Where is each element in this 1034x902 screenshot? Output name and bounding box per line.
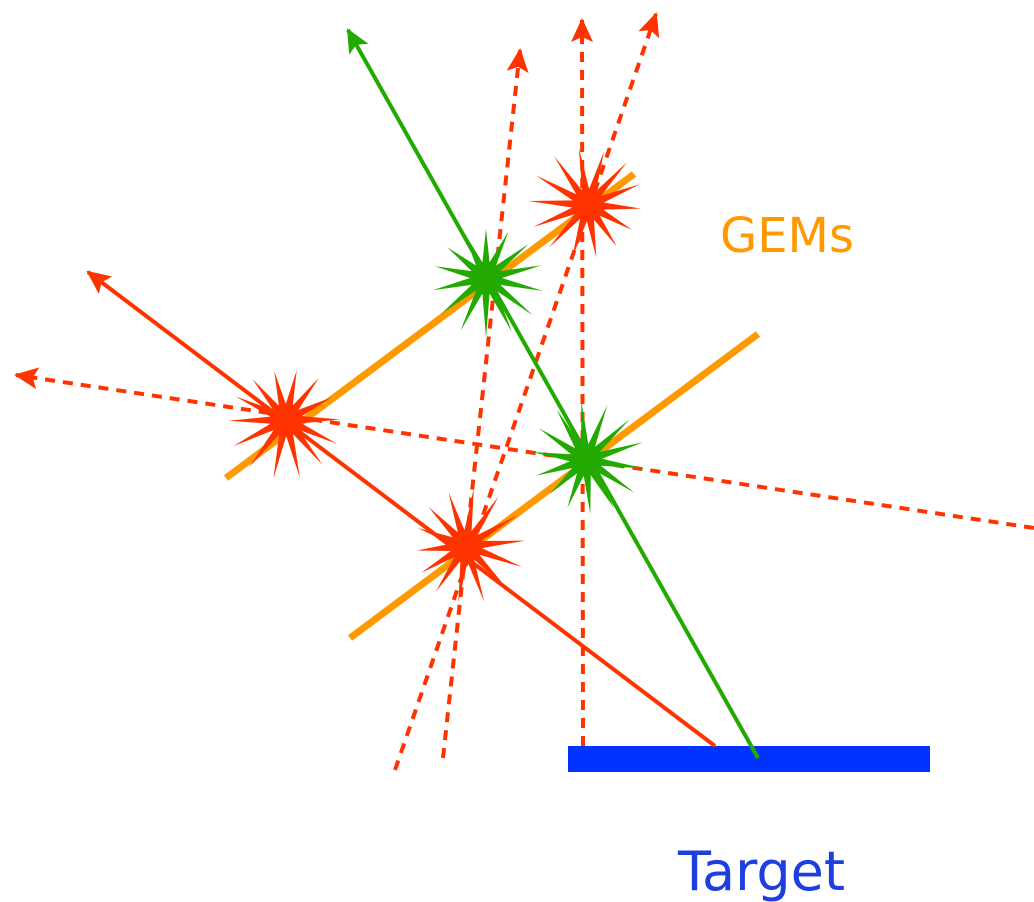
hit-red-upper-left-icon: [228, 370, 340, 479]
fake-track-horizontal: [14, 367, 1034, 530]
target-bar: [568, 746, 930, 772]
hit-green-upper-icon: [432, 228, 543, 338]
fake-track-steep-right: [393, 12, 660, 771]
green-track: [346, 28, 760, 759]
target-label: Target: [677, 840, 845, 902]
fake-track-vertical: [571, 18, 594, 747]
hit-green-lower-icon: [531, 400, 645, 514]
hit-red-lower-icon: [416, 488, 526, 603]
red-track: [86, 270, 717, 748]
fake-tracks: [14, 12, 1034, 771]
gems-label: GEMs: [720, 208, 854, 264]
hit-red-upper-right-icon: [528, 147, 642, 259]
gem-plane-lower: [347, 331, 761, 641]
fake-track-steep-left: [441, 48, 529, 759]
hits-layer: [228, 147, 645, 603]
